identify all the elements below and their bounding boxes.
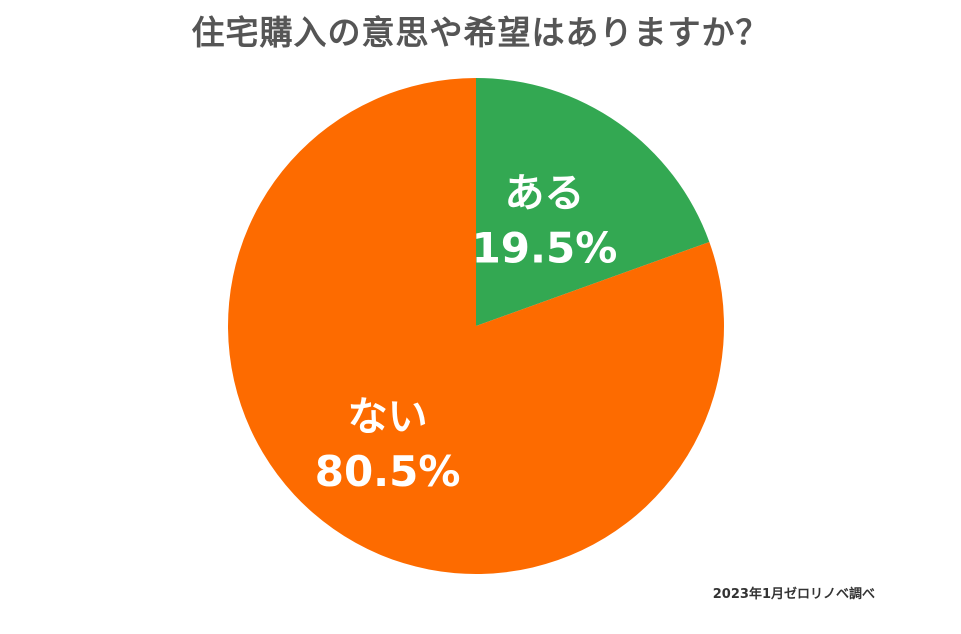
pie-slice-2 [227, 78, 725, 574]
source-note: 2023年1月ゼロリノベ調べ [712, 587, 875, 602]
slice-value-1: 19.5% [472, 224, 618, 273]
slice-value-2: 80.5% [315, 447, 461, 496]
slice-label-2: ない [348, 394, 428, 440]
slice-label-1: ある [504, 171, 584, 217]
chart-title: 住宅購入の意思や希望はありますか？ [191, 13, 770, 52]
pie-slice-1 [476, 78, 710, 326]
